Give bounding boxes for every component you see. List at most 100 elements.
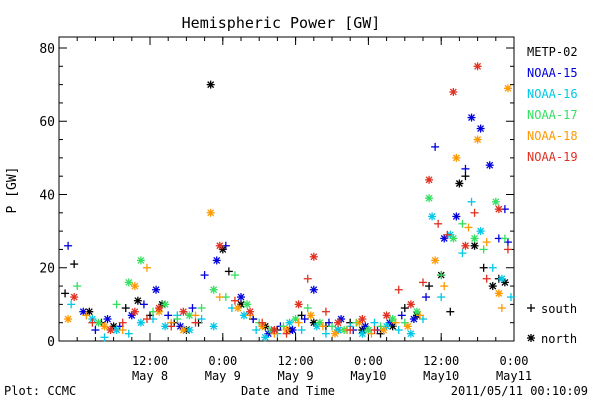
data-point (488, 282, 497, 291)
data-point (215, 293, 224, 302)
data-point (303, 304, 312, 313)
data-point (185, 326, 194, 335)
data-point (455, 179, 464, 188)
x-axis-label: Date and Time (241, 384, 335, 398)
data-point (461, 172, 470, 181)
data-point (155, 304, 164, 313)
data-point (191, 318, 200, 327)
marker-legend: south north (527, 302, 577, 346)
data-point (246, 307, 255, 316)
data-point (431, 256, 440, 265)
data-point (406, 329, 415, 338)
data-point (346, 326, 355, 335)
data-point (479, 263, 488, 272)
data-point (270, 326, 279, 335)
x-tick-label-date: May 8 (132, 369, 168, 383)
data-point (321, 329, 330, 338)
data-point (497, 274, 506, 283)
data-point (142, 263, 151, 272)
data-point (112, 300, 121, 309)
data-point (130, 307, 139, 316)
data-point (449, 87, 458, 96)
data-point (440, 282, 449, 291)
x-tick-label-date: May10 (423, 369, 459, 383)
data-point (452, 212, 461, 221)
footer-timestamp: 2011/05/11 00:10:09 (451, 384, 588, 398)
data-point (419, 278, 427, 287)
data-point (379, 326, 388, 335)
data-point (425, 194, 434, 203)
data-point (473, 135, 482, 144)
x-tick-label-date: May 9 (278, 369, 314, 383)
data-point (173, 315, 182, 324)
data-point (230, 271, 239, 280)
data-point (161, 300, 170, 309)
data-point (212, 256, 221, 265)
y-tick-label: 40 (39, 188, 55, 203)
data-point (61, 289, 70, 298)
data-point (297, 326, 306, 335)
y-axis: 0 20 40 60 80 (39, 42, 514, 350)
data-point (458, 219, 467, 228)
data-point (206, 208, 215, 217)
data-point (224, 267, 233, 276)
data-point (136, 256, 145, 265)
data-point (503, 245, 512, 254)
data-point (461, 241, 470, 250)
data-point (179, 326, 188, 335)
data-point (100, 333, 109, 342)
marker-legend-north-label: north (541, 332, 577, 346)
plot-frame (58, 36, 515, 342)
data-point (179, 307, 188, 316)
data-point (488, 263, 497, 272)
data-point (142, 315, 151, 324)
data-point (82, 311, 91, 320)
marker-legend-south-label: south (541, 302, 577, 316)
data-point (485, 161, 494, 170)
data-point (334, 318, 343, 327)
data-point (100, 322, 109, 331)
data-point (464, 223, 473, 232)
data-point (467, 113, 476, 122)
data-point (282, 329, 291, 338)
data-point (152, 285, 161, 294)
data-point (318, 322, 327, 331)
legend-item-noaa-18: NOAA-18 (527, 129, 578, 143)
series-noaa-19 (70, 62, 512, 338)
x-tick-label-time: 12:00 (278, 354, 314, 368)
legend-item-metp-02: METP-02 (527, 45, 578, 59)
data-point (252, 326, 261, 335)
data-point (397, 311, 406, 320)
data-point (476, 227, 485, 236)
data-point (452, 153, 461, 162)
data-point (358, 315, 367, 324)
data-point (461, 164, 470, 173)
data-point (215, 241, 224, 250)
data-point (400, 304, 409, 313)
data-point (88, 318, 97, 327)
marker-legend-south (527, 304, 535, 312)
data-point (124, 278, 133, 287)
data-point (443, 230, 452, 239)
data-point (121, 304, 130, 313)
data-point (164, 311, 173, 320)
data-point (440, 234, 449, 243)
data-point (437, 293, 446, 302)
data-point (67, 300, 76, 309)
data-point (358, 329, 367, 338)
data-point (467, 197, 476, 206)
chart-title: Hemispheric Power [GW] (182, 14, 381, 32)
data-point (139, 300, 148, 309)
data-point (106, 326, 115, 335)
data-point (303, 274, 312, 283)
data-point (73, 282, 82, 291)
data-point (470, 241, 479, 250)
data-point (482, 238, 491, 247)
data-point (482, 274, 491, 283)
data-point (294, 318, 303, 327)
data-point (409, 315, 418, 324)
data-point (237, 293, 245, 302)
legend-item-noaa-17: NOAA-17 (527, 108, 578, 122)
data-point (197, 315, 206, 324)
